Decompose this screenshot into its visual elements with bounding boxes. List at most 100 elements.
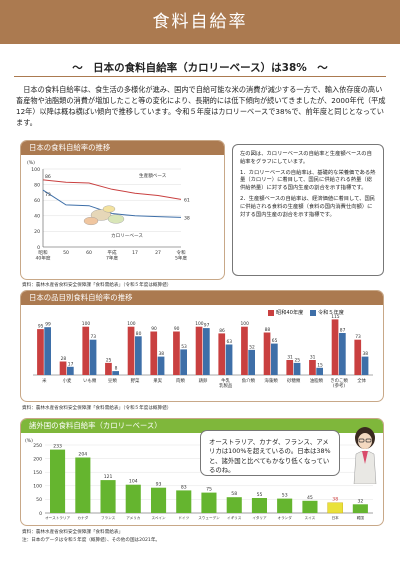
items-category-label: 海藻類 <box>264 377 278 384</box>
items-bar-1965 <box>241 326 248 375</box>
items-legend: 昭和40年度 令和５年度 <box>268 309 344 316</box>
items-bar-value: 100 <box>127 321 136 327</box>
world-source-2: 注：日本のデータは令和５年度（概算値）、その他の国は2021年。 <box>22 538 161 543</box>
world-bar <box>151 487 167 513</box>
items-category-label: 乳製品 <box>219 382 233 389</box>
items-bar-1965 <box>354 339 362 375</box>
trend-y-tick: 20 <box>34 229 40 235</box>
items-category-label: 魚介類 <box>242 377 256 384</box>
trend-note-item2: 2．生産額ベースの自給率は、経済価値に着目して、国民に供給される食料の生産額（食… <box>240 195 376 218</box>
items-bar-value: 88 <box>265 327 271 333</box>
items-source: 資料：農林水産省食料安全保障課「食料需給表」（令和５年度は概算値） <box>22 406 172 411</box>
subtitle-divider <box>14 76 386 77</box>
world-country-label: イギリス <box>227 515 242 520</box>
items-bar-value: 15 <box>317 362 323 368</box>
items-bar-2023 <box>361 356 369 375</box>
items-category-label: 果実 <box>153 377 162 384</box>
items-category-label: 肉類 <box>176 377 185 384</box>
trend-panel: 日本の食料自給率の推移 (%) 0 20 40 60 80 100 昭和 40年度 50 60 平成 7… <box>20 140 225 280</box>
world-bar-value: 75 <box>206 487 212 493</box>
world-bar <box>50 449 66 513</box>
trend-y-tick: 0 <box>37 245 40 251</box>
items-category-label: 全体 <box>357 377 366 384</box>
items-category-label: 米 <box>42 377 47 384</box>
items-bar-2023 <box>271 343 278 375</box>
items-category-label: 牛乳 <box>221 377 230 384</box>
trend-series-line-0 <box>42 179 182 200</box>
items-category-label: 豆類 <box>108 377 117 384</box>
world-bar <box>327 502 343 514</box>
world-bar-value: 233 <box>53 444 62 450</box>
items-bar-1965 <box>263 332 271 375</box>
world-country-label: ドイツ <box>178 516 189 520</box>
items-bar-1965 <box>218 333 226 375</box>
trend-y-tick: 80 <box>34 182 40 188</box>
world-country-label: スイス <box>305 515 316 520</box>
items-category-label: 砂糖類 <box>287 377 301 384</box>
items-bar-2023 <box>135 336 142 375</box>
items-bar-value: 95 <box>38 324 44 330</box>
items-bar-2023 <box>316 367 323 376</box>
world-bar-value: 93 <box>156 482 162 488</box>
character-illustration <box>353 427 377 484</box>
world-y-tick: 50 <box>36 497 42 503</box>
items-bar-value: 63 <box>227 339 233 345</box>
world-country-label: イタリア <box>252 515 267 520</box>
items-category-label: 油脂類 <box>310 377 324 384</box>
intro-paragraph: 日本の食料自給率は、食生活の多様化が進み、国内で自給可能な米の消費が減少する一方… <box>16 85 386 127</box>
items-bar-value: 97 <box>204 323 210 329</box>
items-bar-1965 <box>59 361 67 375</box>
trend-heading: 日本の食料自給率の推移 <box>21 141 224 155</box>
world-country-label: カナダ <box>77 515 88 520</box>
items-bar-value: 100 <box>82 321 91 327</box>
trend-series-label-calorie: カロリーベース <box>111 233 143 239</box>
world-bar-value: 104 <box>129 479 138 485</box>
world-country-label: アメリカ <box>126 515 141 520</box>
world-bar-value: 121 <box>104 474 113 480</box>
world-y-tick: 250 <box>33 443 42 449</box>
world-country-label: フランス <box>101 515 116 520</box>
world-bar-value: 45 <box>307 495 313 501</box>
world-country-label: 日本 <box>332 515 340 520</box>
trend-x-tick: 平成 <box>107 249 117 256</box>
items-bar-value: 53 <box>181 344 187 350</box>
trend-series-line-1 <box>42 189 182 218</box>
items-bar-value: 38 <box>159 351 165 357</box>
world-bar <box>352 504 368 513</box>
items-bar-chart: 95 99米2817小麦10073いも類258豆類10080野菜9038果実905… <box>33 314 373 389</box>
world-country-label: スウェーデン <box>198 515 220 520</box>
trend-x-tick: 7年度 <box>106 255 119 262</box>
items-bar-1965 <box>195 326 203 375</box>
food-dish-shape <box>90 209 112 221</box>
trend-y-tick: 60 <box>34 198 40 204</box>
trend-x-tick: 40年度 <box>35 255 50 262</box>
world-country-label: オーストラリア <box>45 515 70 520</box>
legend-label-1965: 昭和40年度 <box>276 310 304 316</box>
legend-swatch-1965 <box>268 309 274 316</box>
trend-y-tick: 100 <box>31 167 40 173</box>
items-bar-1965 <box>309 360 316 375</box>
speech-bubble: オーストラリア、カナダ、フランス、アメリカは100%を超えているの。日本は38%… <box>200 430 340 476</box>
items-bar-value: 28 <box>61 356 67 362</box>
items-bar-2023 <box>89 339 97 375</box>
legend-swatch-2023 <box>309 309 316 316</box>
world-bar <box>125 484 141 513</box>
world-y-tick: 100 <box>33 484 42 490</box>
world-bar-value: 32 <box>357 498 363 504</box>
trend-x-tick: 令和 <box>176 249 186 256</box>
items-bar-value: 65 <box>272 338 278 344</box>
page-title: 食料自給率 <box>152 12 248 32</box>
items-category-label: いも類 <box>83 377 97 384</box>
trend-note-intro: 左の図は、カロリーベースの自給率と生産額ベースの自給率をグラフにしています。 <box>240 151 372 165</box>
items-bar-value: 73 <box>355 334 361 340</box>
items-bar-2023 <box>203 328 210 375</box>
world-bar <box>277 498 293 513</box>
items-bar-value: 52 <box>249 344 255 350</box>
items-bar-2023 <box>339 333 346 375</box>
items-bar-2023 <box>112 371 119 375</box>
legend-label-2023: 令和５年度 <box>317 310 344 316</box>
items-category-label: きのこ類 <box>330 377 348 384</box>
trend-end-label-production: 61 <box>184 197 190 203</box>
trend-y-tick: 40 <box>34 214 40 220</box>
